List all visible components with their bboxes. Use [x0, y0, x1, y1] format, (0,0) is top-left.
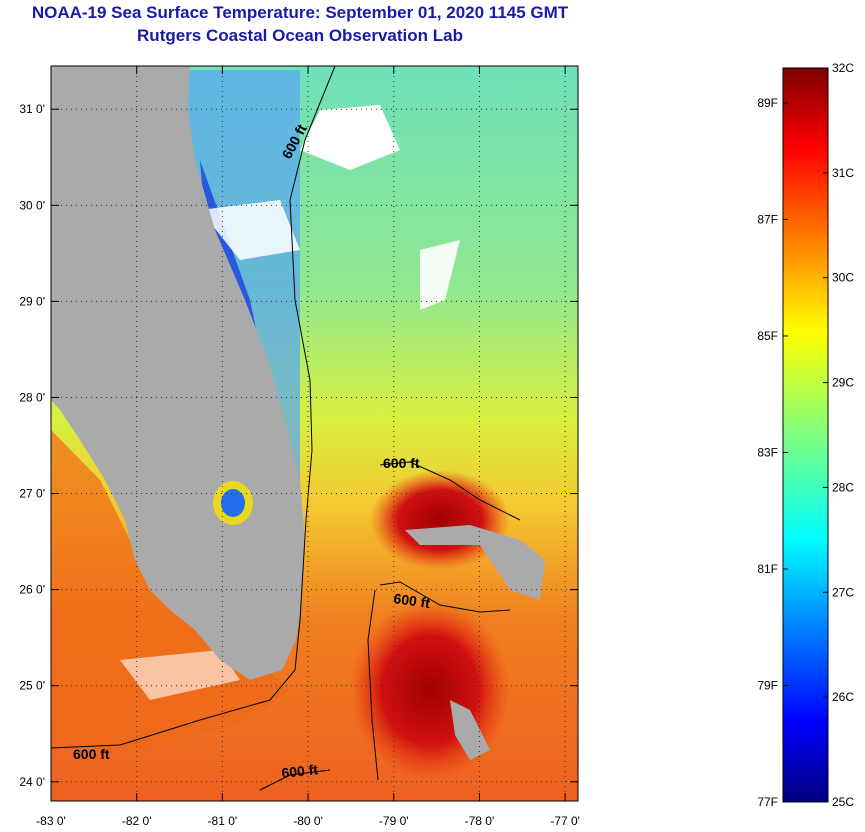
- colorbar-celsius-label: 25C: [832, 795, 854, 809]
- x-tick-label: -80 0': [293, 814, 323, 828]
- axis-ticks: -83 0' -82 0' -81 0' -80 0' -79 0' -78 0' -77 …: [19, 66, 580, 828]
- colorbar: [782, 67, 829, 803]
- isobath-label: 600 ft: [383, 455, 420, 471]
- colorbar-celsius-label: 32C: [832, 61, 854, 75]
- y-tick-label: 26 0': [19, 583, 45, 597]
- x-tick-label: -82 0': [122, 814, 152, 828]
- isobath-line: [379, 461, 521, 521]
- cloud-patch: [420, 240, 460, 310]
- cloud-patch: [120, 650, 240, 700]
- isobath-line: [259, 769, 331, 791]
- colorbar-celsius-label: 27C: [832, 585, 854, 599]
- x-tick-label: -81 0': [208, 814, 238, 828]
- y-tick-label: 25 0': [19, 679, 45, 693]
- colorbar-fahrenheit-label: 77F: [757, 795, 778, 809]
- andros-island: [450, 700, 490, 760]
- map-border: [50, 65, 579, 802]
- x-tick-label: -83 0': [36, 814, 66, 828]
- colorbar-fahrenheit-label: 83F: [757, 445, 778, 459]
- isobath-label: 600 ft: [73, 746, 110, 762]
- y-tick-label: 27 0': [19, 487, 45, 501]
- colorbar-fahrenheit-label: 79F: [757, 678, 778, 692]
- map-title: NOAA-19 Sea Surface Temperature: Septemb…: [31, 3, 569, 22]
- map-subtitle: Rutgers Coastal Ocean Observation Lab: [137, 26, 463, 45]
- cloud-patch: [200, 200, 300, 260]
- y-tick-label: 24 0': [19, 775, 45, 789]
- y-tick-label: 31 0': [19, 102, 45, 116]
- colorbar-celsius-label: 26C: [832, 690, 854, 704]
- florida-land: [51, 66, 305, 680]
- x-tick-label: -79 0': [379, 814, 409, 828]
- isobath-line: [51, 66, 336, 749]
- colorbar-fahrenheit-label: 85F: [757, 329, 778, 343]
- colorbar-celsius-label: 30C: [832, 271, 854, 285]
- isobath-label: 600 ft: [393, 590, 432, 611]
- cloud-patch: [300, 105, 400, 170]
- y-tick-label: 28 0': [19, 390, 45, 404]
- colorbar-fahrenheit-label: 89F: [757, 96, 778, 110]
- isobath-line: [379, 581, 511, 613]
- colorbar-fahrenheit-label: 87F: [757, 212, 778, 226]
- y-tick-label: 30 0': [19, 198, 45, 212]
- colorbar-labels: 32C 31C 30C 29C 28C 27C 26C 25C 89F 87F 85F 83F 81F 7…: [757, 61, 854, 809]
- isobath-line: [367, 589, 379, 781]
- y-tick-label: 29 0': [19, 294, 45, 308]
- isobath-label: 600 ft: [281, 761, 319, 781]
- colorbar-celsius-label: 31C: [832, 166, 854, 180]
- lake-center: [221, 489, 245, 517]
- x-tick-label: -77 0': [550, 814, 580, 828]
- x-tick-label: -78 0': [465, 814, 495, 828]
- colorbar-fahrenheit-label: 81F: [757, 562, 778, 576]
- grand-bahama-abaco: [405, 525, 545, 600]
- hot-spot-south: [350, 600, 510, 780]
- colorbar-celsius-label: 28C: [832, 480, 854, 494]
- colorbar-celsius-label: 29C: [832, 376, 854, 390]
